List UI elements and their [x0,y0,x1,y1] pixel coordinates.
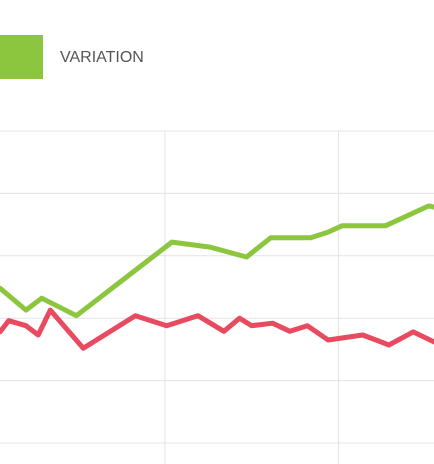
line-series [0,203,434,319]
legend-label: VARIATION [60,49,144,66]
legend-swatch [0,35,43,79]
line-series [0,307,434,351]
